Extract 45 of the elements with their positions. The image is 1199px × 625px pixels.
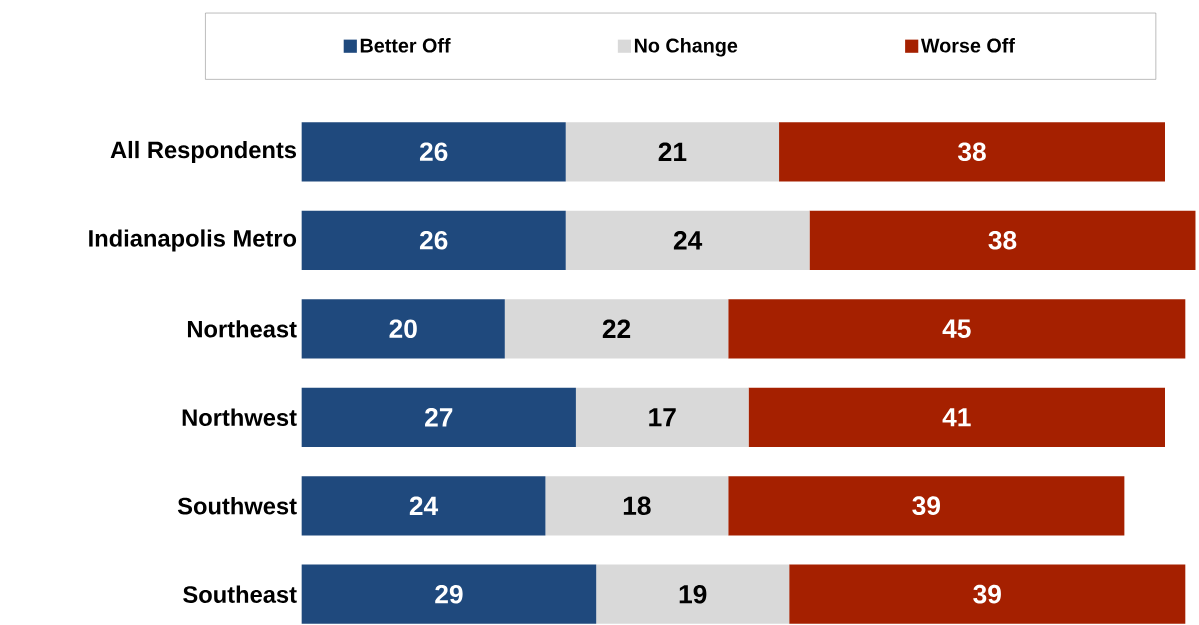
bar xyxy=(301,387,576,447)
y-tick-label: Southeast xyxy=(183,585,297,603)
data-label: 39 xyxy=(912,496,940,515)
bar xyxy=(565,210,810,270)
legend-label: Worse Off xyxy=(920,37,1015,53)
data-label: 29 xyxy=(435,584,463,604)
data-label: 26 xyxy=(419,230,448,250)
bar xyxy=(565,122,780,182)
bar xyxy=(301,122,566,182)
y-tick-label: Northeast xyxy=(187,320,297,338)
y-tick-label: Southwest xyxy=(177,496,297,515)
data-label: 17 xyxy=(649,408,676,427)
data-label: 22 xyxy=(602,319,631,338)
data-label: 39 xyxy=(973,584,1001,604)
data-label: 24 xyxy=(409,496,439,515)
bar xyxy=(504,299,729,359)
bar xyxy=(301,299,505,359)
legend-label: No Change xyxy=(634,37,738,57)
data-label: 18 xyxy=(623,496,651,515)
bar xyxy=(545,476,729,536)
bar xyxy=(728,299,1186,359)
bar xyxy=(301,210,566,270)
data-label: 38 xyxy=(957,142,986,161)
legend-label: Better Off xyxy=(360,37,451,53)
data-label: 20 xyxy=(389,319,417,338)
bar xyxy=(596,564,790,624)
bar xyxy=(575,387,749,447)
bar xyxy=(728,476,1125,536)
y-tick-label: All Respondents xyxy=(110,140,297,163)
bar xyxy=(789,564,1186,624)
data-label: 26 xyxy=(419,142,448,161)
data-label: 41 xyxy=(942,408,971,427)
y-tick-label: Northwest xyxy=(182,408,297,426)
bar xyxy=(301,564,597,624)
data-label: 24 xyxy=(673,230,703,250)
bar xyxy=(748,387,1165,447)
bar xyxy=(301,476,546,536)
y-tick-label: Indianapolis Metro xyxy=(89,229,297,252)
data-label: 21 xyxy=(658,142,687,161)
data-label: 19 xyxy=(679,584,707,604)
data-label: 27 xyxy=(425,407,453,427)
data-label: 38 xyxy=(988,230,1017,250)
data-label: 45 xyxy=(942,319,971,338)
bar xyxy=(809,210,1196,270)
bar xyxy=(779,122,1165,182)
